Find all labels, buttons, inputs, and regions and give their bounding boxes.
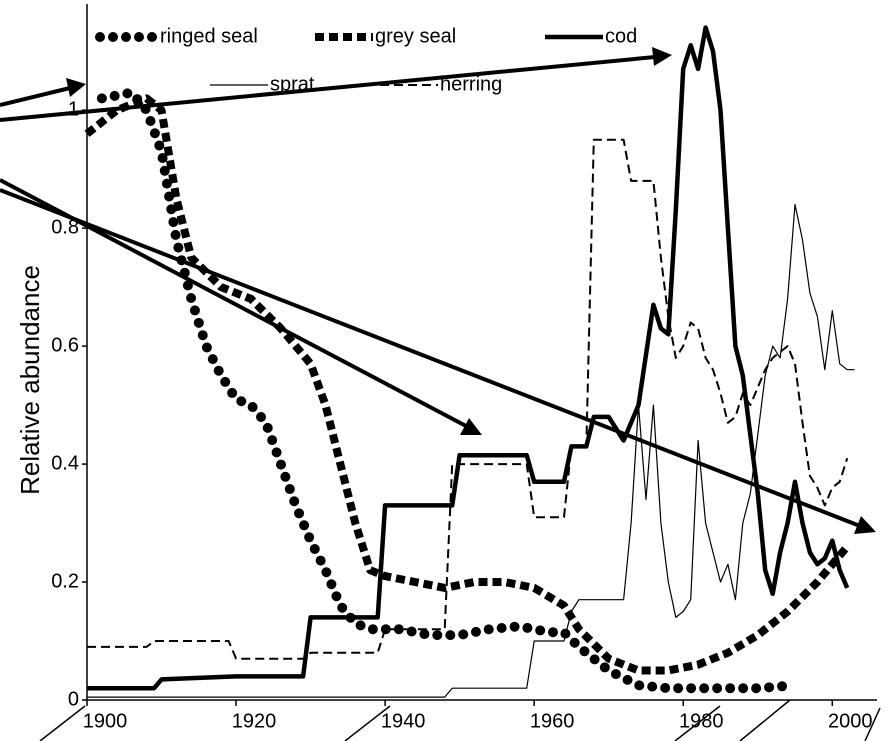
decoration-line [344,705,391,741]
x-tick-label: 1940 [381,710,426,732]
annotation-arrows [0,47,876,534]
x-tick-label: 1960 [530,710,575,732]
series-line [87,203,855,698]
x-tick-label: 2000 [828,710,873,732]
y-axis-label: Relative abundance [15,265,45,495]
axis-decorations [39,699,881,741]
x-tick-label: 1920 [232,710,277,732]
y-tick-label: 0.6 [51,334,79,356]
legend-label: grey seal [375,25,456,47]
x-tick-label: 1900 [83,710,128,732]
arrowhead [460,418,482,435]
legend-label: cod [605,25,637,47]
y-tick-label: 0.8 [51,216,79,238]
arrow [0,55,656,122]
legend-label: herring [440,73,502,95]
arrowhead [854,516,876,534]
decoration-line [864,707,881,741]
y-tick-label: 0 [68,688,79,710]
series-line [84,94,851,675]
series-line [87,25,850,691]
arrowhead [652,47,672,66]
arrowhead [66,78,86,97]
y-tick-label: 0.2 [51,570,79,592]
decoration-line [674,705,721,741]
decoration-line [739,699,791,741]
y-tick-label: 1 [68,98,79,120]
y-tick-label: 0.4 [51,452,79,474]
series-line [87,138,849,660]
legend-label: ringed seal [160,25,258,47]
series-line [96,87,800,694]
decoration-line [39,705,86,741]
arrow [0,188,861,528]
plot: 00.20.40.60.81190019201940196019802000ri… [51,4,877,732]
arrow [0,86,71,107]
